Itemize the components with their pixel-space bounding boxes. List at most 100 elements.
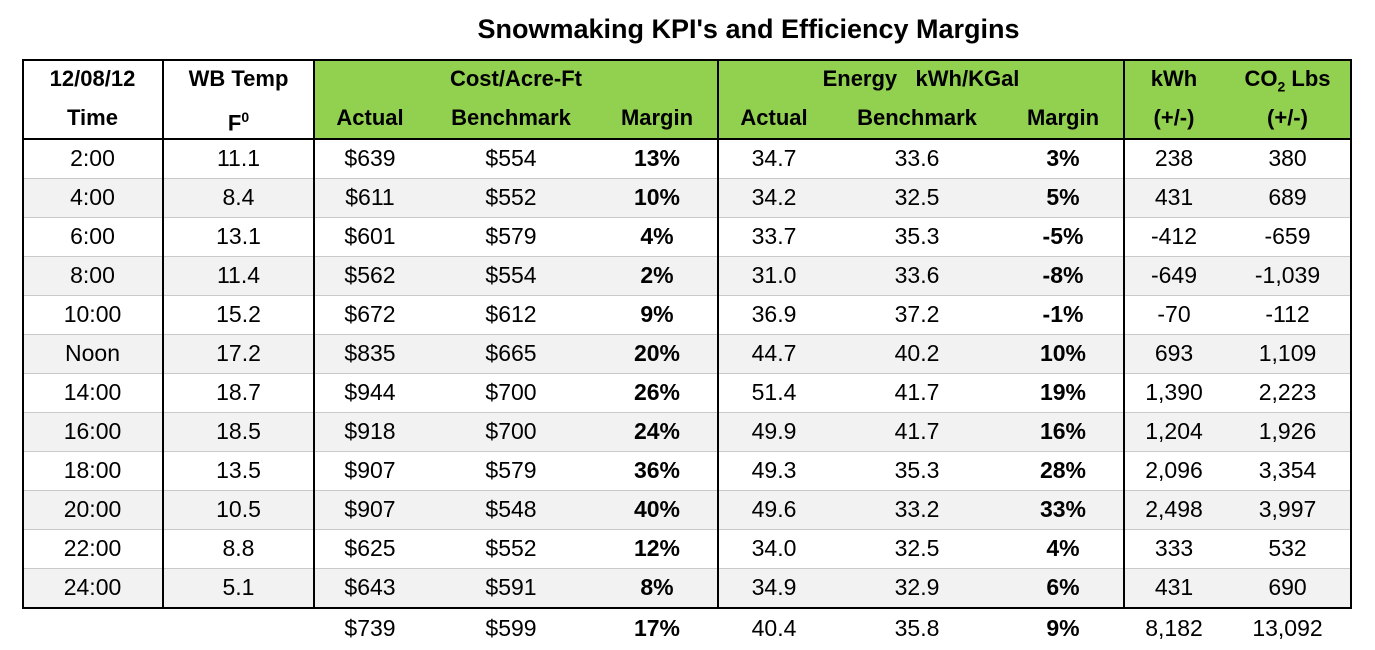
cell-en-bench: 33.6 xyxy=(894,262,940,288)
row-divider xyxy=(22,256,1351,257)
cell-cost-bench: $612 xyxy=(485,301,537,327)
row-divider xyxy=(22,178,1351,179)
cell-time: 16:00 xyxy=(63,418,122,444)
total-energy-margin: 9% xyxy=(1046,615,1080,641)
header-co2-subscript: 2 xyxy=(1277,78,1286,95)
cell-time: 4:00 xyxy=(70,184,115,210)
cell-cost-actual: $944 xyxy=(344,379,396,405)
cell-en-margin: 5% xyxy=(1046,184,1080,210)
row-divider xyxy=(22,334,1351,335)
cell-cost-actual: $672 xyxy=(344,301,396,327)
border-header-bottom xyxy=(22,138,1352,140)
cell-en-actual: 34.2 xyxy=(751,184,797,210)
cell-en-margin: -1% xyxy=(1042,301,1084,327)
cell-cost-bench: $554 xyxy=(485,145,537,171)
cell-cost-bench: $579 xyxy=(485,457,537,483)
cell-kwh: -649 xyxy=(1150,262,1198,288)
page-title: Snowmaking KPI's and Efficiency Margins xyxy=(477,14,1020,44)
header-energy-label: Energy xyxy=(822,66,898,91)
cell-cost-actual: $643 xyxy=(344,574,396,600)
total-energy-benchmark: 35.8 xyxy=(894,615,940,641)
cell-en-margin: 33% xyxy=(1039,496,1087,522)
cell-en-bench: 33.6 xyxy=(894,145,940,171)
cell-time: 24:00 xyxy=(63,574,122,600)
cell-kwh: 431 xyxy=(1154,184,1194,210)
cell-wb: 11.1 xyxy=(216,145,261,171)
cell-en-bench: 32.5 xyxy=(894,535,940,561)
border-col-energy xyxy=(717,59,719,609)
header-wb-temp: WB Temp xyxy=(188,66,289,91)
header-cost-margin: Margin xyxy=(620,105,694,130)
cell-cost-bench: $665 xyxy=(485,340,537,366)
cell-time: 18:00 xyxy=(63,457,122,483)
cell-en-bench: 41.7 xyxy=(894,418,940,444)
border-col-kwh xyxy=(1123,59,1125,609)
cell-cost-bench: $552 xyxy=(485,184,537,210)
cell-cost-actual: $601 xyxy=(344,223,396,249)
cell-cost-bench: $591 xyxy=(485,574,537,600)
cell-cost-margin: 24% xyxy=(633,418,681,444)
cell-en-margin: 6% xyxy=(1046,574,1080,600)
cell-time: 20:00 xyxy=(63,496,122,522)
header-co2-unit: Lbs xyxy=(1285,66,1331,91)
cell-cost-margin: 20% xyxy=(633,340,681,366)
cell-kwh: 2,498 xyxy=(1145,496,1203,522)
cell-kwh: 1,204 xyxy=(1145,418,1203,444)
cell-en-margin: 3% xyxy=(1046,145,1080,171)
cell-cost-actual: $907 xyxy=(344,496,396,522)
cell-cost-margin: 2% xyxy=(640,262,674,288)
cell-en-actual: 34.0 xyxy=(751,535,797,561)
cell-cost-margin: 9% xyxy=(640,301,674,327)
cell-kwh: 2,096 xyxy=(1145,457,1203,483)
header-wb-unit-sup: 0 xyxy=(241,109,250,125)
cell-time: 14:00 xyxy=(63,379,122,405)
header-energy-group: Energy kWh/KGal xyxy=(718,59,1124,98)
header-cost-benchmark: Benchmark xyxy=(451,105,571,130)
cell-cost-margin: 4% xyxy=(640,223,674,249)
cell-wb: 10.5 xyxy=(216,496,261,522)
cell-cost-bench: $700 xyxy=(485,379,537,405)
cell-co2: -659 xyxy=(1264,223,1311,249)
total-co2: 13,092 xyxy=(1252,615,1323,641)
cell-wb: 13.5 xyxy=(216,457,261,483)
cell-en-margin: 10% xyxy=(1039,340,1087,366)
cell-co2: -112 xyxy=(1265,301,1310,327)
total-energy-actual: 40.4 xyxy=(751,615,797,641)
cell-cost-actual: $918 xyxy=(344,418,396,444)
row-divider xyxy=(22,529,1351,530)
cell-wb: 11.4 xyxy=(216,262,261,288)
cell-wb: 17.2 xyxy=(216,340,261,366)
cell-kwh: -70 xyxy=(1157,301,1191,327)
total-cost-margin: 17% xyxy=(633,615,681,641)
row-divider xyxy=(22,412,1351,413)
header-co2: CO2 Lbs xyxy=(1224,59,1351,98)
cell-en-bench: 37.2 xyxy=(894,301,940,327)
border-col-wb xyxy=(162,59,164,609)
cell-wb: 13.1 xyxy=(216,223,261,249)
cell-en-bench: 35.3 xyxy=(894,457,940,483)
cell-cost-margin: 8% xyxy=(640,574,674,600)
border-col-cost xyxy=(313,59,315,609)
cell-wb: 8.4 xyxy=(222,184,255,210)
row-stripe xyxy=(22,334,1351,373)
cell-en-actual: 34.7 xyxy=(751,145,797,171)
cell-cost-bench: $552 xyxy=(485,535,537,561)
cell-en-bench: 32.5 xyxy=(894,184,940,210)
cell-wb: 8.8 xyxy=(222,535,255,561)
cell-en-actual: 49.3 xyxy=(751,457,797,483)
cell-cost-margin: 10% xyxy=(633,184,681,210)
header-wb-unit-f: F xyxy=(227,110,242,136)
cell-co2: 1,926 xyxy=(1258,418,1317,444)
cell-en-bench: 32.9 xyxy=(894,574,940,600)
cell-cost-margin: 12% xyxy=(633,535,681,561)
header-kwh-sub: (+/-) xyxy=(1153,105,1195,130)
row-stripe xyxy=(22,412,1351,451)
row-divider xyxy=(22,217,1351,218)
cell-en-actual: 44.7 xyxy=(751,340,797,366)
cell-co2: 2,223 xyxy=(1258,379,1317,405)
cell-en-margin: 4% xyxy=(1046,535,1080,561)
cell-cost-actual: $835 xyxy=(344,340,396,366)
cell-en-margin: 16% xyxy=(1039,418,1087,444)
cell-time: 2:00 xyxy=(70,145,115,171)
row-divider xyxy=(22,490,1351,491)
